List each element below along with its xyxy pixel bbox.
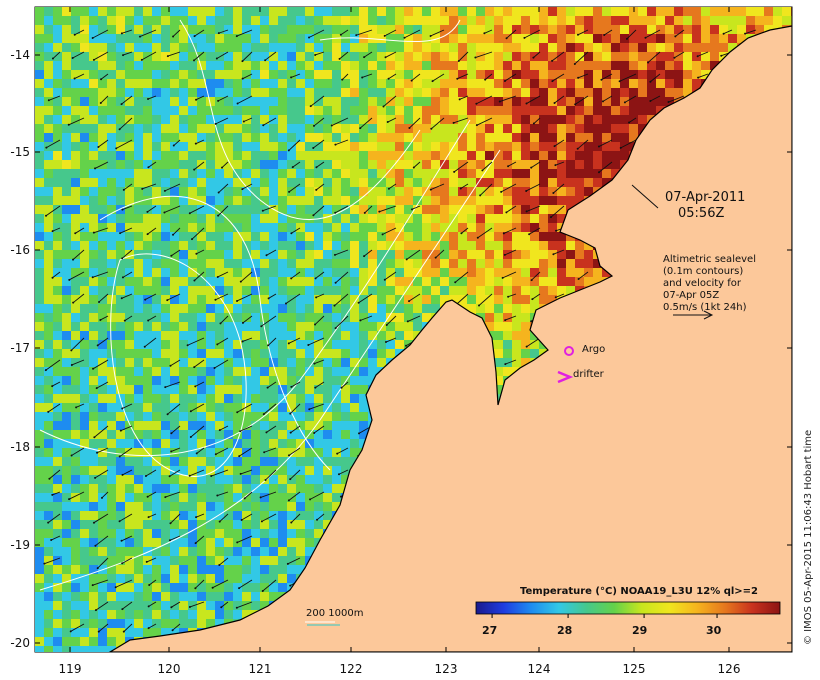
lon-tick-label: 120 [157, 662, 181, 676]
land-mass [108, 7, 792, 652]
colorbar-title: Temperature (°C) NOAA19_L3U 12% ql>=2 [520, 586, 759, 597]
altimetry-note-line: 0.5m/s (1kt 24h) [663, 302, 747, 313]
colorbar-tick-label: 29 [632, 624, 648, 637]
velocity-scale-arrow [673, 310, 714, 320]
lon-tick-label: 124 [527, 662, 551, 676]
lat-tick-label: -15 [10, 145, 30, 159]
colorbar-tick-label: 30 [706, 624, 722, 637]
lat-tick-label: -17 [10, 341, 30, 355]
lat-tick-label: -20 [10, 636, 30, 650]
colorbar-ticks [491, 614, 718, 618]
lon-tick-label: 121 [248, 662, 272, 676]
lat-tick-label: -18 [10, 440, 30, 454]
sealevel-contours [39, 19, 501, 591]
colorbar-tick-label: 27 [482, 624, 498, 637]
drifter-marker [557, 370, 574, 384]
lon-tick-label: 123 [434, 662, 458, 676]
argo-label: Argo [582, 344, 606, 355]
altimetry-note-line: and velocity for [663, 278, 742, 289]
altimetry-note-line: (0.1m contours) [663, 266, 744, 277]
lat-tick-label: -14 [10, 48, 30, 62]
lon-tick-label: 125 [622, 662, 646, 676]
colorbar-tick-label: 28 [557, 624, 573, 637]
argo-marker [564, 346, 574, 356]
altimetry-note-line: Altimetric sealevel [663, 254, 756, 265]
bathymetry-legend-lines [305, 621, 340, 626]
annotation-pointer [631, 184, 659, 209]
lat-tick-label: -19 [10, 538, 30, 552]
bathymetry-label: 200 1000m [306, 608, 364, 619]
drifter-label: drifter [573, 369, 604, 380]
axis-ticks [35, 7, 792, 652]
lon-tick-label: 119 [58, 662, 82, 676]
altimetry-note-line: 07-Apr 05Z [663, 290, 720, 301]
lat-tick-label: -16 [10, 243, 30, 257]
date-label: 07-Apr-2011 [665, 190, 746, 205]
lon-tick-label: 126 [717, 662, 741, 676]
credit-stamp: © IMOS 05-Apr-2015 11:06:43 Hobart time [803, 429, 814, 645]
colorbar [475, 601, 781, 615]
time-label: 05:56Z [678, 206, 725, 221]
lon-tick-label: 122 [339, 662, 363, 676]
